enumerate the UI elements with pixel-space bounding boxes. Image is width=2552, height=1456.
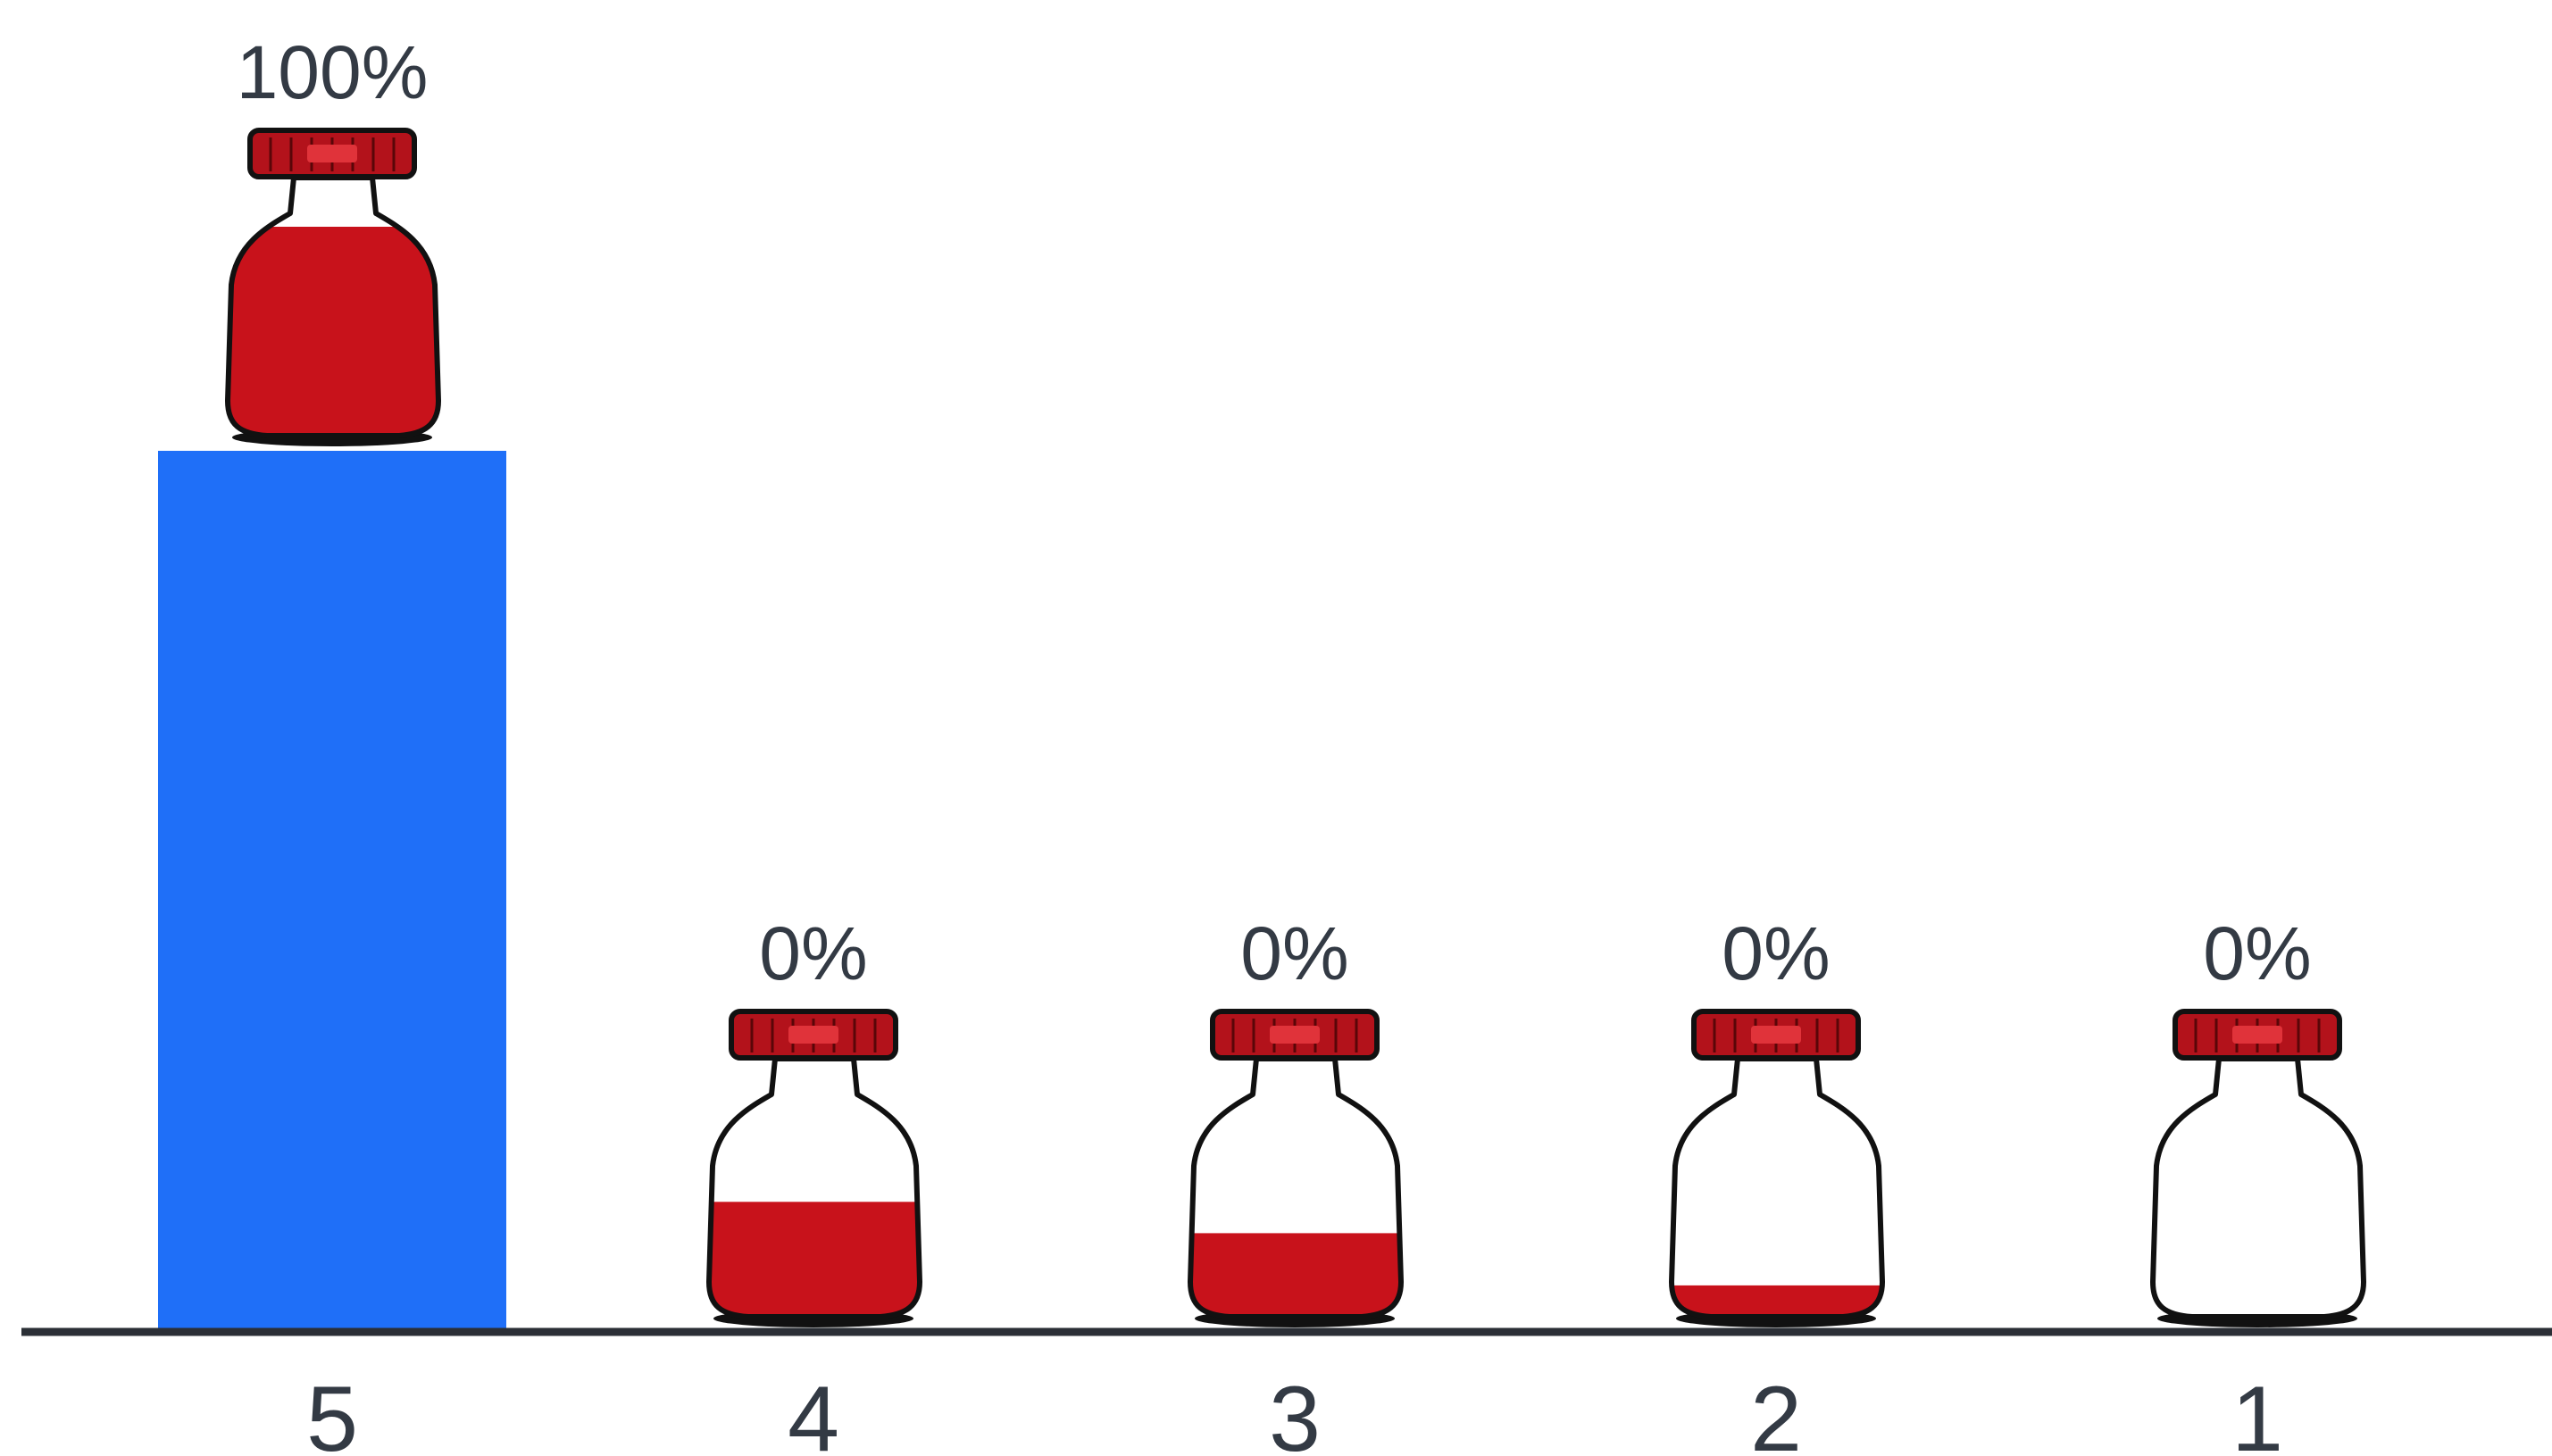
data-label-2: 0% [1722,911,1830,995]
jar-cap-highlight [1751,1026,1801,1044]
bar-5 [158,451,506,1332]
jar-icon [706,1009,922,1327]
x-tick-label-3: 3 [1269,1368,1321,1452]
jar-outline [1669,1056,1885,1319]
jar-body [2153,1059,2364,1317]
data-label-1: 0% [2203,911,2311,995]
jar-liquid [1190,1233,1401,1317]
jar-outline [706,1056,922,1319]
jar-outline [225,175,441,438]
jar-cap-highlight [2232,1026,2282,1044]
jar-icon [1188,1009,1404,1327]
data-label-3: 0% [1240,911,1348,995]
jar-cap-highlight [1270,1026,1320,1044]
jar-icon [225,128,441,446]
jar-liquid [709,1202,920,1317]
jar-cap-highlight [307,145,357,162]
x-tick-label-5: 5 [306,1368,358,1452]
x-tick-label-2: 2 [1750,1368,1802,1452]
data-label-4: 0% [759,911,867,995]
jar-icon [1669,1009,1885,1327]
x-tick-label-4: 4 [788,1368,839,1452]
jar-liquid [228,227,438,436]
jar-outline [1188,1056,1404,1319]
jar-liquid [1672,1285,1882,1317]
x-tick-label-1: 1 [2231,1368,2283,1452]
jar-cap-highlight [788,1026,838,1044]
jar-outline [2150,1056,2366,1319]
data-label-5: 100% [237,30,429,114]
jar-icon [2150,1009,2366,1327]
jar-body [1672,1059,1882,1317]
